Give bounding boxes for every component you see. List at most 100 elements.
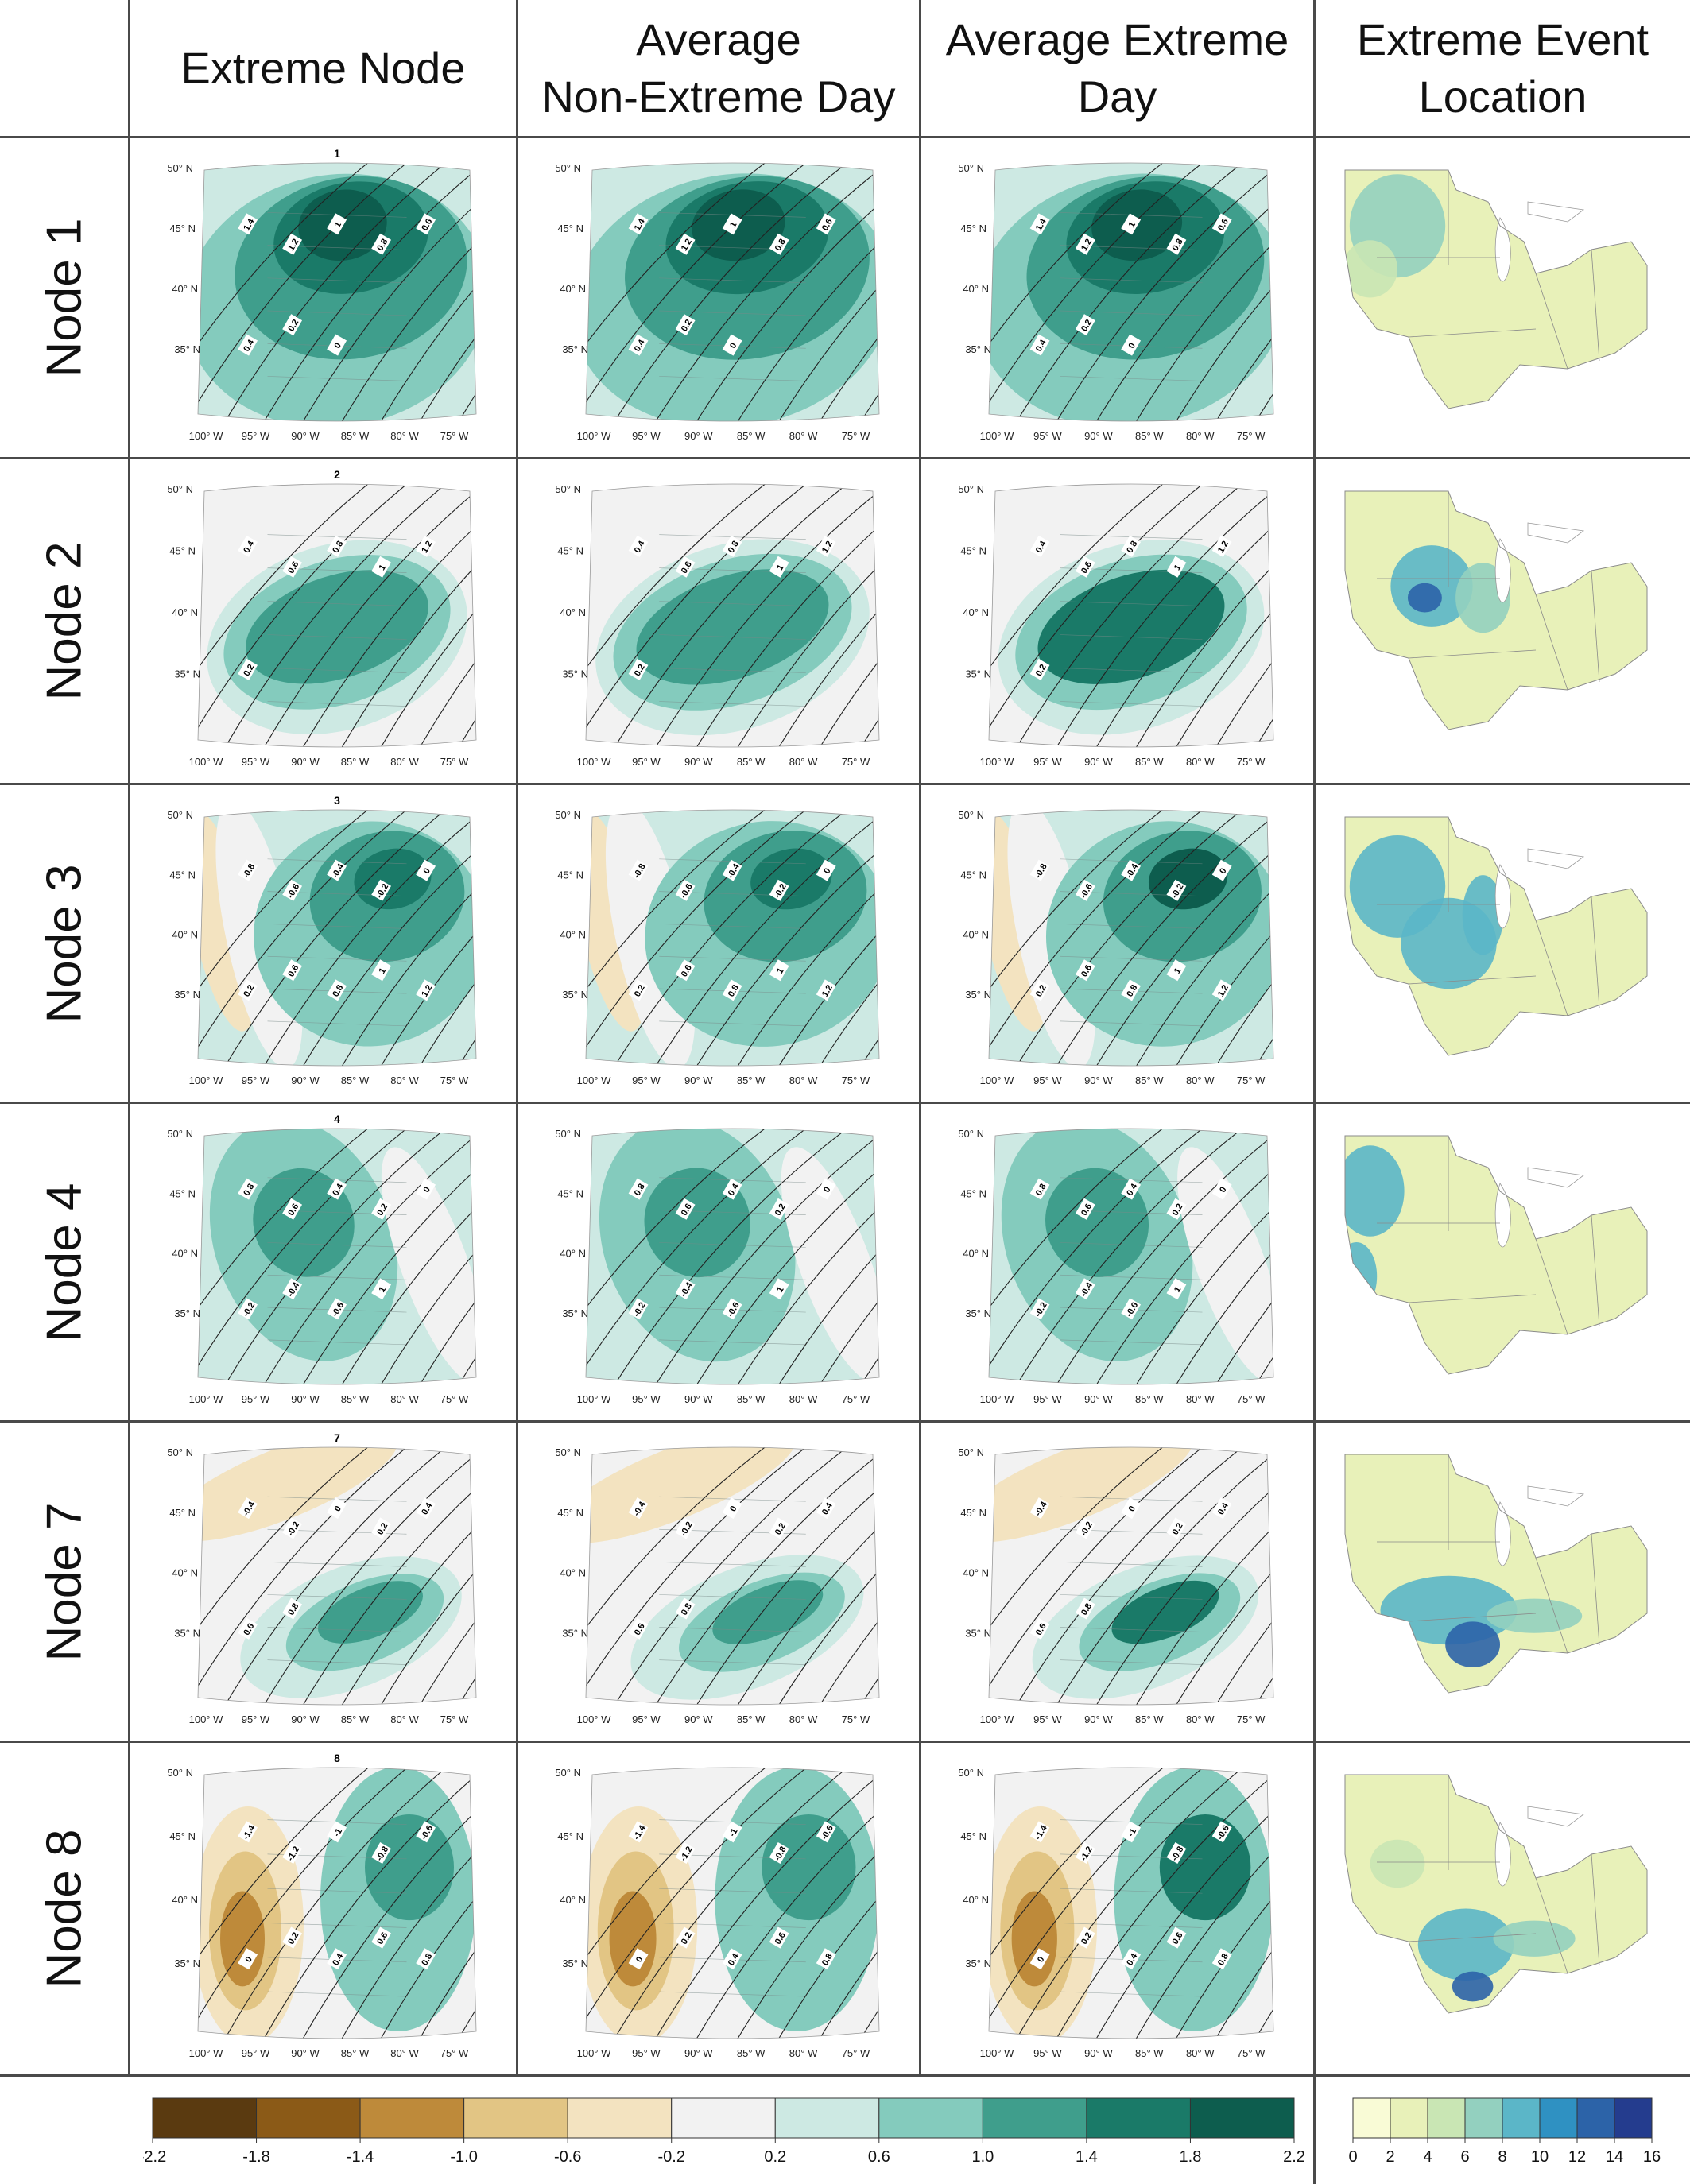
longitude-label: 75° W — [842, 2047, 870, 2059]
contour-label: -1 — [722, 1821, 742, 1843]
state-boundary — [659, 601, 806, 606]
contour-line — [219, 1447, 457, 1705]
map-outline — [197, 1767, 477, 2039]
colorbar-tick-label: 1.4 — [1076, 2148, 1098, 2166]
longitude-label: 95° W — [1033, 2047, 1062, 2059]
longitude-label: 80° W — [390, 756, 419, 768]
event-location-map-row3 — [1329, 801, 1671, 1086]
svg-text:1: 1 — [1173, 1285, 1183, 1294]
contour-line — [586, 810, 818, 1066]
longitude-label: 75° W — [1237, 1393, 1266, 1405]
contour-line — [336, 163, 476, 421]
header-extreme-node: Extreme Node — [130, 0, 516, 136]
contour-line — [219, 163, 457, 421]
contour-line — [586, 163, 818, 421]
latitude-label: 40° N — [560, 1894, 586, 1906]
longitude-label: 85° W — [1135, 1075, 1164, 1086]
contour-line — [198, 810, 379, 1066]
latitude-label: 45° N — [960, 1187, 986, 1199]
contour-line — [586, 1129, 777, 1384]
map-node-number: 3 — [334, 795, 340, 807]
event-location-map-row1 — [1329, 154, 1671, 441]
longitude-label: 90° W — [684, 1075, 713, 1086]
state-boundary — [1060, 1242, 1203, 1248]
svg-text:1: 1 — [378, 1285, 388, 1294]
contour-line — [1210, 1447, 1273, 1705]
anomaly-map-svg: -0.8-0.6-0.4-0.200.20.60.811.250° N45° N… — [167, 795, 477, 1086]
latitude-label: 50° N — [167, 483, 193, 495]
anomaly-map-svg: 0.40.60.811.20.250° N45° N40° N35° N100°… — [555, 483, 880, 768]
contour-line — [586, 484, 818, 747]
anomaly-map-row1-col1: 1.4 1.2 1 0.8 0.6 0.4 0.2 0 50° N 45° N 40° N 35° N… — [154, 148, 492, 447]
row-label-text: Node 7 — [37, 1502, 92, 1661]
map-outline — [197, 483, 477, 748]
state-boundary — [1408, 328, 1537, 338]
contour-label: 0 — [628, 1948, 649, 1970]
anomaly-region — [609, 1891, 657, 1987]
longitude-label: 100° W — [980, 1714, 1015, 1725]
colorbar-tick-label: 0.6 — [868, 2148, 890, 2166]
anomaly-region — [712, 1580, 824, 1644]
latitude-label: 50° N — [167, 1128, 193, 1140]
longitude-label: 95° W — [242, 1714, 270, 1725]
anomaly-map-row5-col3: -0.4 -0.2 0 0.2 0.4 0.6 0.8 50° N 45° N 40° N 35° … — [945, 1432, 1289, 1731]
anomaly-region — [586, 1447, 797, 1543]
longitude-label: 80° W — [1186, 2047, 1215, 2059]
region-outline — [1344, 816, 1648, 1056]
longitude-label: 95° W — [632, 1075, 661, 1086]
map-node-number: 1 — [334, 148, 340, 160]
state-boundary — [1060, 277, 1203, 284]
event-hotspot — [1462, 875, 1504, 955]
event-location-svg — [1344, 490, 1648, 730]
longitude-label: 75° W — [440, 1393, 469, 1405]
latitude-label: 40° N — [560, 283, 586, 295]
grid-line-col2 — [516, 0, 518, 2074]
contour-line — [198, 163, 418, 421]
map-node-number: 8 — [334, 1752, 340, 1764]
contour-line — [297, 163, 476, 421]
contour-line — [1051, 1447, 1273, 1705]
svg-text:0: 0 — [422, 866, 432, 875]
colorbar-swatch — [567, 2097, 673, 2139]
contour-line — [989, 484, 1215, 747]
longitude-label: 100° W — [980, 1393, 1015, 1405]
great-lakes — [1494, 1167, 1585, 1248]
map-outline — [585, 1767, 880, 2039]
event-location-svg — [1344, 169, 1648, 409]
longitude-label: 85° W — [341, 2047, 370, 2059]
event-location-svg — [1344, 1454, 1648, 1694]
event-location-svg — [1344, 816, 1648, 1056]
contour-line — [219, 1768, 457, 2039]
state-boundary — [267, 1242, 407, 1248]
latitude-label: 40° N — [560, 1567, 586, 1579]
colorbar-tick-label: 8 — [1498, 2148, 1506, 2166]
colorbar-swatch — [774, 2097, 880, 2139]
contour-label: 0 — [327, 1497, 347, 1520]
longitude-label: 95° W — [1033, 1393, 1062, 1405]
map-outline — [988, 809, 1274, 1067]
row-label-node-7: Node 7 — [29, 1423, 100, 1741]
contour-line — [336, 810, 476, 1066]
map-outline — [988, 1767, 1274, 2039]
latitude-label: 35° N — [965, 343, 991, 355]
event-hotspot — [1370, 1839, 1425, 1888]
latitude-label: 45° N — [169, 1507, 196, 1519]
state-boundary — [659, 1020, 806, 1027]
contour-line — [375, 1129, 476, 1384]
state-boundary — [1060, 701, 1203, 707]
anomaly-map-svg: -0.8-0.6-0.4-0.200.20.60.811.250° N45° N… — [958, 809, 1274, 1086]
map-outline — [197, 809, 477, 1067]
anomaly-map-svg: -0.4-0.200.20.40.60.850° N45° N40° N35° … — [958, 1446, 1274, 1725]
latitude-label: 45° N — [169, 1187, 196, 1199]
latitude-label: 35° N — [965, 1307, 991, 1319]
state-boundary — [1060, 634, 1203, 640]
contour-label: 0 — [722, 1497, 742, 1520]
state-boundary — [1060, 601, 1203, 606]
latitude-label: 35° N — [174, 1307, 200, 1319]
contour-line — [198, 1447, 418, 1705]
longitude-label: 90° W — [291, 1393, 320, 1405]
anomaly-map-row3-col2: -0.8 -0.6 -0.4 -0.2 0 0.2 0.6 0.8 1 1.2 50° N 45° N… — [542, 795, 895, 1092]
anomaly-region — [1159, 1814, 1251, 1921]
